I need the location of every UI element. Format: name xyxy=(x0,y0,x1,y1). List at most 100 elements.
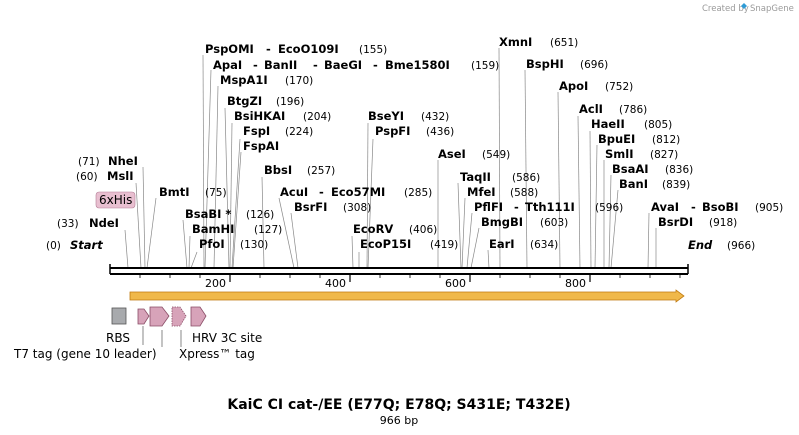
site-msli[interactable]: MslI xyxy=(107,169,134,183)
tick-label-200: 200 xyxy=(205,277,226,290)
separator: - xyxy=(319,185,324,199)
site-mfei-pos: (588) xyxy=(510,187,538,199)
site-ecop15i[interactable]: EcoP15I xyxy=(360,237,411,251)
hrv-3c-site-feature[interactable] xyxy=(190,306,207,327)
site-bseyi[interactable]: BseYI xyxy=(368,109,404,123)
site-apoi[interactable]: ApoI xyxy=(559,79,588,93)
site-ecoo109i[interactable]: EcoO109I xyxy=(278,42,339,56)
site-baegi[interactable]: BaeGI xyxy=(324,58,362,72)
site-bsrfi-pos: (308) xyxy=(343,202,371,214)
start-position: (0) xyxy=(46,240,61,252)
site-asei[interactable]: AseI xyxy=(438,147,466,161)
credit-brand: SnapGene xyxy=(750,4,794,14)
end-position: (966) xyxy=(727,240,755,252)
site-btgzi-pos: (196) xyxy=(276,96,304,108)
site-ndei[interactable]: NdeI xyxy=(89,216,119,230)
site-acli-pos: (786) xyxy=(619,104,647,116)
site-pfoi[interactable]: PfoI xyxy=(199,237,225,251)
site-bani-pos: (839) xyxy=(662,179,690,191)
site-avai[interactable]: AvaI xyxy=(651,200,679,214)
site-bsrfi[interactable]: BsrFI xyxy=(294,200,327,214)
site-bsobi-pos: (905) xyxy=(755,202,783,214)
site-bsrdi[interactable]: BsrDI xyxy=(658,215,693,229)
site-fspi-pos: (224) xyxy=(285,126,313,138)
site-bbsi[interactable]: BbsI xyxy=(264,163,292,177)
ruler-major-ticks xyxy=(229,274,591,282)
site-eco57mi-pos: (285) xyxy=(404,187,432,199)
his-tag-feature[interactable] xyxy=(149,306,170,327)
site-bsabi[interactable]: BsaBI * xyxy=(185,207,231,221)
site-fspai[interactable]: FspAI xyxy=(243,139,279,153)
site-bsihkai-pos: (204) xyxy=(303,111,331,123)
map-title: KaiC CI cat-/EE (E77Q; E78Q; S431E; T432… xyxy=(227,397,570,413)
site-eco57mi[interactable]: Eco57MI xyxy=(331,185,385,199)
ruler-minor-ticks xyxy=(139,274,681,278)
site-acli[interactable]: AclI xyxy=(579,102,603,116)
site-banii[interactable]: BanII xyxy=(264,58,297,72)
tick-label-400: 400 xyxy=(325,277,346,290)
site-pfoi-pos: (130) xyxy=(240,239,268,251)
site-bmti-pos: (75) xyxy=(205,187,227,199)
site-pspomi[interactable]: PspOMI xyxy=(205,42,254,56)
site-bsobi[interactable]: BsoBI xyxy=(702,200,739,214)
separator: - xyxy=(266,42,271,56)
t7-tag-label: T7 tag (gene 10 leader) xyxy=(13,347,157,361)
site-mspa1i[interactable]: MspA1I xyxy=(220,73,268,87)
his-tag-label: 6xHis xyxy=(99,193,132,207)
rbs-label: RBS xyxy=(106,331,130,345)
site-bani[interactable]: BanI xyxy=(619,177,648,191)
site-eari[interactable]: EarI xyxy=(489,237,515,251)
separator: - xyxy=(253,58,258,72)
site-bsaai-pos: (836) xyxy=(665,164,693,176)
site-bsabi-pos: (126) xyxy=(246,209,274,221)
site-msli-pos: (60) xyxy=(76,171,98,183)
feature-connector-lines xyxy=(142,326,182,347)
site-bmgbi-pos: (603) xyxy=(540,217,568,229)
t7-tag-feature[interactable] xyxy=(137,308,150,325)
site-bsphi[interactable]: BspHI xyxy=(526,57,564,71)
rbs-feature[interactable] xyxy=(111,307,127,325)
orf-arrow[interactable] xyxy=(129,289,685,303)
separator: - xyxy=(313,58,318,72)
separator: - xyxy=(691,200,696,214)
his-tag-box[interactable] xyxy=(95,191,136,209)
site-bsihkai[interactable]: BsiHKAI xyxy=(234,109,285,123)
site-bbsi-pos: (257) xyxy=(307,165,335,177)
sequence-ruler xyxy=(109,264,689,282)
sequence-length: 966 bp xyxy=(380,414,418,427)
site-mfei[interactable]: MfeI xyxy=(467,185,496,199)
site-connector-lines xyxy=(124,47,657,269)
site-asei-pos: (549) xyxy=(482,149,510,161)
xpress-tag-feature[interactable] xyxy=(171,306,187,327)
site-btgzi[interactable]: BtgZI xyxy=(227,94,262,108)
site-bmti[interactable]: BmtI xyxy=(159,185,190,199)
site-eari-pos: (634) xyxy=(530,239,558,251)
site-pspfi-pos: (436) xyxy=(426,126,454,138)
snapgene-logo-icon xyxy=(741,3,747,9)
site-bsaai[interactable]: BsaAI xyxy=(612,162,649,176)
hrv-3c-site-label: HRV 3C site xyxy=(192,331,262,345)
site-bseyi-pos: (432) xyxy=(421,111,449,123)
site-bpuei[interactable]: BpuEI xyxy=(598,132,635,146)
site-taqii-pos: (586) xyxy=(512,172,540,184)
site-mspa1i-pos: (170) xyxy=(285,75,313,87)
site-smli[interactable]: SmlI xyxy=(605,147,634,161)
site-fspi[interactable]: FspI xyxy=(243,124,270,138)
site-apoi-pos: (752) xyxy=(605,81,633,93)
site-nhei[interactable]: NheI xyxy=(108,154,138,168)
site-tth111i[interactable]: Tth111I xyxy=(525,200,575,214)
site-pspfi[interactable]: PspFI xyxy=(375,124,410,138)
site-bamhi[interactable]: BamHI xyxy=(192,222,234,236)
site-ecop15i-pos: (419) xyxy=(430,239,458,251)
site-acui[interactable]: AcuI xyxy=(280,185,308,199)
site-bme1580i[interactable]: Bme1580I xyxy=(385,58,450,72)
site-taqii[interactable]: TaqII xyxy=(460,170,491,184)
site-bmgbi[interactable]: BmgBI xyxy=(481,215,523,229)
site-ecorv[interactable]: EcoRV xyxy=(353,222,393,236)
site-xmni[interactable]: XmnI xyxy=(499,35,532,49)
site-haeii[interactable]: HaeII xyxy=(591,117,625,131)
site-pflfi[interactable]: PflFI xyxy=(474,200,503,214)
site-bme1580i-pos: (159) xyxy=(471,60,499,72)
site-apai[interactable]: ApaI xyxy=(213,58,242,72)
